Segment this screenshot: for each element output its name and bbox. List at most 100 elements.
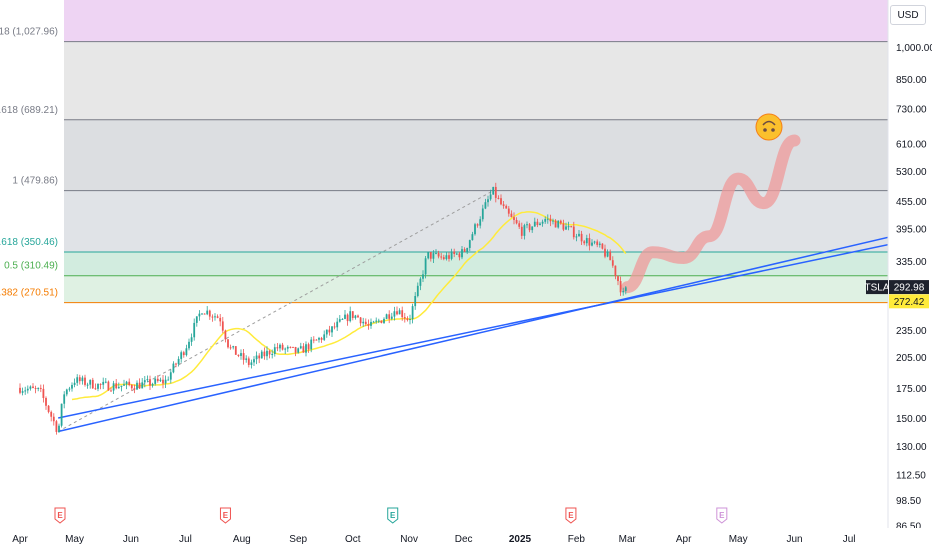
candle [73,382,76,385]
candle [507,208,510,214]
candle [104,381,107,383]
candle [146,379,149,381]
candle [81,377,84,382]
candle [362,321,365,324]
candle [52,416,55,422]
candle [357,315,359,318]
candle [401,310,404,318]
candle [523,225,526,236]
candle [489,194,492,200]
candle [159,379,162,382]
candle [442,257,445,260]
y-tick-label: 86.50 [896,522,921,533]
candle [429,252,432,259]
candle [427,252,430,259]
x-axis[interactable]: Apr May Jun Jul Aug Sep Oct Nov Dec 2025 Feb Mar Apr… [0,528,932,550]
candle [245,358,248,360]
earnings-marker-label: E [568,511,574,520]
candle [346,314,349,322]
y-tick-label: 98.50 [896,496,921,507]
candle [416,285,419,297]
y-tick-label: 455.00 [896,197,927,208]
candle [393,311,396,317]
candle [510,213,513,218]
y-axis[interactable]: 1,000.00 850.00 730.00 610.00 530.00 455.00 39… [887,0,932,550]
candle [440,256,443,258]
earnings-marker [565,507,577,524]
candle [195,316,198,323]
candle [562,223,565,230]
candle [268,350,271,355]
y-tick-label: 335.00 [896,257,927,268]
candle [133,388,136,390]
candle [325,329,328,335]
candle [619,281,622,293]
candle [115,383,118,389]
candle [544,219,547,222]
fib-zone [64,252,888,276]
candle [107,381,110,391]
candle [172,363,175,373]
x-tick-label: Feb [568,534,586,545]
candle [481,208,484,220]
candle [409,319,411,321]
candle [502,204,505,206]
candle [338,319,341,322]
candle [398,310,401,315]
candle [419,278,422,286]
candle [359,317,362,324]
y-tick-label: 150.00 [896,414,927,425]
candle [289,346,292,348]
candle [344,314,346,319]
candle [151,383,154,386]
candle [591,242,593,246]
x-tick-label: Jul [179,534,192,545]
candle [492,186,495,195]
candle [463,249,466,252]
candle [167,379,170,381]
x-tick-label: Apr [12,534,28,545]
candle [601,243,604,249]
currency-button[interactable]: USD [890,5,926,25]
candle [598,243,601,245]
candle [89,379,92,385]
candle [588,238,591,246]
candle [383,318,385,323]
x-tick-label: Nov [400,534,418,545]
candle [286,346,289,349]
candle [565,226,567,230]
earnings-marker-label: E [57,511,63,520]
candle [240,353,242,356]
candle [323,334,326,340]
y-tick-label: 395.00 [896,225,927,236]
x-tick-label: Jul [843,534,856,545]
candle [617,276,619,282]
candle [575,236,578,238]
candle [484,202,487,209]
candle [182,352,185,356]
candle [318,337,320,340]
candle [554,220,557,228]
candle [596,241,599,245]
candle [255,355,258,360]
earnings-marker-label: E [390,511,396,520]
y-tick-label: 530.00 [896,167,927,178]
candle [448,255,450,259]
emoji-eye [763,128,767,132]
candle [292,346,294,348]
trendline [58,240,904,419]
candle [29,386,32,389]
x-tick-label: May [65,534,84,545]
candle [201,313,203,315]
candle [614,265,617,277]
candle [84,377,86,385]
candle [624,287,627,291]
candle [266,350,268,357]
candle [520,226,523,236]
candle [307,344,310,350]
candle [253,359,255,363]
candle [500,198,502,205]
candle [214,316,216,318]
upside-down-face-icon [755,113,783,141]
